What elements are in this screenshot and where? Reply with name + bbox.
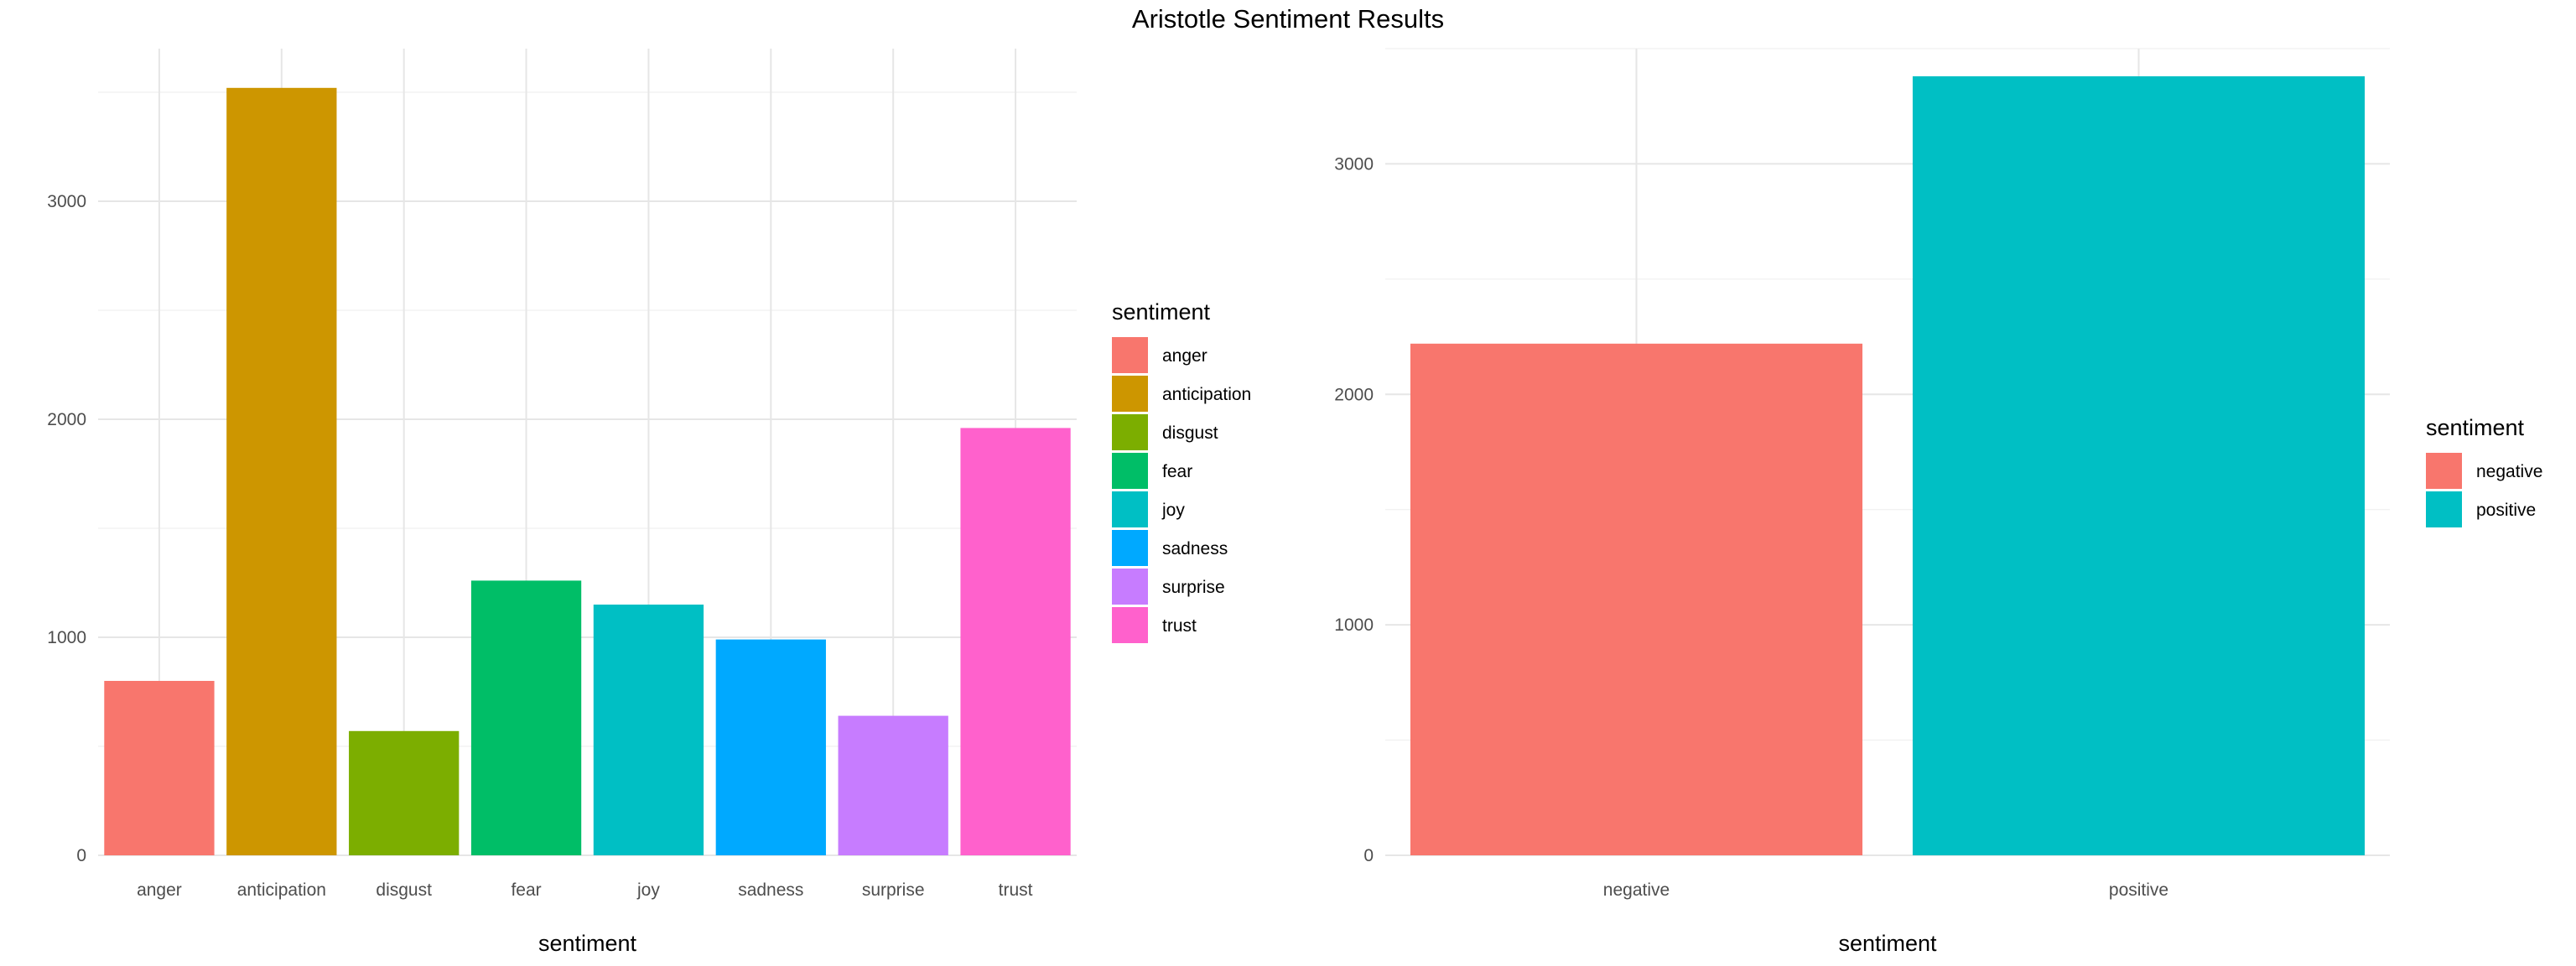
bar-positive	[1912, 75, 2366, 856]
bar-fear	[470, 580, 582, 855]
legend-swatch-trust	[1112, 607, 1148, 643]
x-tick-label: trust	[999, 880, 1033, 900]
x-tick-label: surprise	[862, 880, 925, 900]
y-tick-label: 2000	[1334, 385, 1374, 404]
y-tick-label: 3000	[1334, 154, 1374, 174]
emotion-bar-chart: 0 1000 2000 3000 anger anticipation disgust fea…	[47, 49, 1251, 956]
legend-swatch-anger	[1112, 337, 1148, 373]
legend-title: sentiment	[1112, 299, 1211, 325]
x-axis-title: sentiment	[538, 931, 637, 956]
bar-anticipation	[226, 87, 337, 856]
bar-trust	[960, 428, 1071, 855]
y-tick-label: 0	[76, 846, 86, 865]
legend-label: joy	[1161, 501, 1185, 520]
main-title: Aristotle Sentiment Results	[1132, 4, 1444, 34]
bar-surprise	[838, 715, 948, 855]
bar-joy	[593, 605, 704, 855]
legend-title: sentiment	[2426, 415, 2525, 440]
legend-label: disgust	[1162, 423, 1218, 443]
y-tick-label: 1000	[1334, 615, 1374, 635]
bar-negative	[1410, 343, 1863, 855]
x-axis-title: sentiment	[1838, 931, 1937, 956]
bar-disgust	[349, 730, 460, 855]
x-tick-label: anticipation	[237, 880, 326, 900]
legend-label: anticipation	[1162, 385, 1251, 404]
legend-swatch-fear	[1112, 453, 1148, 489]
x-tick-label: positive	[2109, 880, 2168, 900]
legend-label: negative	[2476, 462, 2542, 481]
legend-swatch-negative	[2426, 453, 2462, 489]
legend-label: trust	[1162, 616, 1197, 636]
x-tick-label: fear	[511, 880, 541, 900]
bar-anger	[104, 681, 215, 855]
legend-swatch-sadness	[1112, 530, 1148, 566]
x-tick-label: anger	[137, 880, 182, 900]
legend: sentiment negative positive	[2426, 415, 2542, 527]
legend-label: fear	[1162, 462, 1192, 481]
legend-swatch-positive	[2426, 491, 2462, 527]
legend-label: positive	[2476, 501, 2536, 520]
legend-swatch-surprise	[1112, 569, 1148, 605]
x-tick-label: joy	[636, 880, 660, 900]
legend: sentiment anger anticipation disgust fear joy…	[1112, 299, 1251, 643]
legend-label: surprise	[1162, 578, 1225, 597]
x-tick-label: disgust	[376, 880, 432, 900]
legend-label: anger	[1162, 346, 1208, 366]
x-tick-label: sadness	[738, 880, 803, 900]
legend-label: sadness	[1162, 539, 1228, 558]
bar-sadness	[715, 639, 826, 855]
legend-swatch-joy	[1112, 491, 1148, 527]
y-tick-label: 1000	[47, 628, 86, 647]
y-tick-label: 0	[1363, 846, 1374, 865]
legend-swatch-anticipation	[1112, 376, 1148, 412]
y-tick-label: 3000	[47, 192, 86, 211]
x-tick-label: negative	[1603, 880, 1670, 900]
legend-swatch-disgust	[1112, 414, 1148, 450]
y-tick-label: 2000	[47, 410, 86, 429]
